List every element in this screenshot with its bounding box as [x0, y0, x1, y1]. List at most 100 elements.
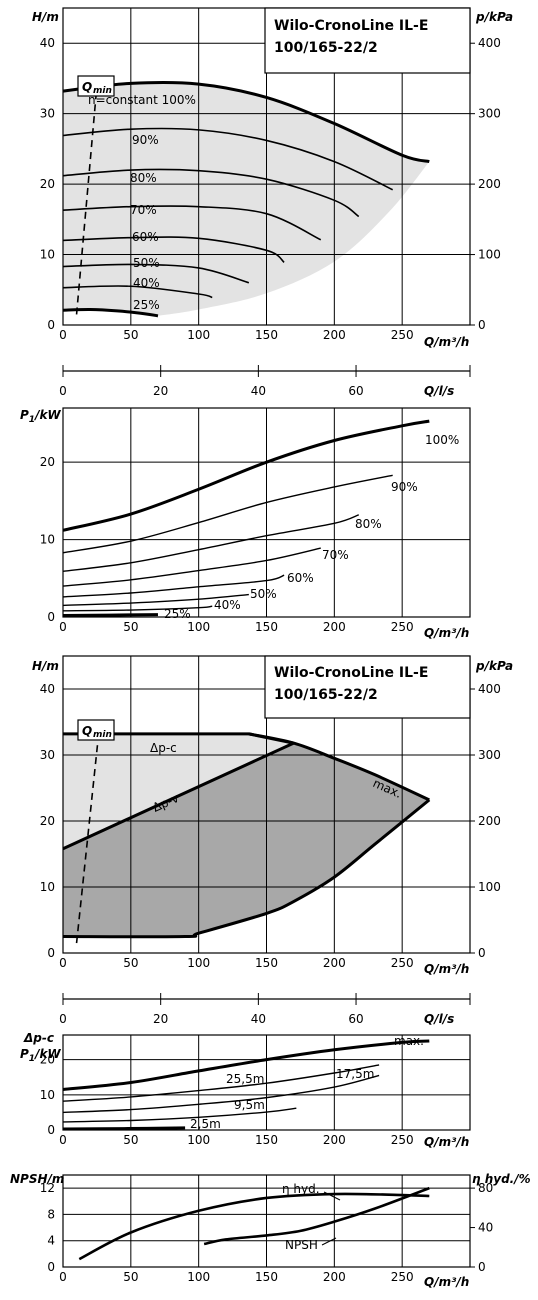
eta-leader	[323, 1191, 341, 1201]
speed-curve-label: 25%	[133, 298, 160, 312]
power-curve-40	[62, 605, 213, 612]
y-tick-label: 20	[40, 1053, 55, 1067]
x-tick-label: 50	[123, 328, 138, 342]
x-tick-label: 100	[187, 1270, 210, 1284]
power-curve-60	[62, 574, 285, 598]
npsh-tick-labels: 0 50 100 150 200 250 0 4 8 12 0 40 80	[40, 1181, 494, 1284]
control-modes-title-line2: 100/165-22/2	[274, 687, 378, 703]
power-control-curves: max. 25,5m 17,5m 9,5m 2,5m	[62, 1034, 430, 1131]
x-tick-label: 0	[59, 328, 67, 342]
y-tick-label: 10	[40, 1088, 55, 1102]
control-modes-regions	[63, 733, 430, 937]
power-control-curve-label: 9,5m	[234, 1098, 265, 1112]
y-right-tick-label: 400	[478, 36, 501, 50]
y-right-tick-label: 0	[478, 946, 486, 960]
power-control-x-axis-label: Q/m³/h	[424, 1135, 469, 1149]
y-right-tick-label: 0	[478, 1260, 486, 1274]
ls-tick-label: 0	[59, 1012, 67, 1026]
speed-curve-25	[62, 307, 159, 318]
hq-title-line1: Wilo-CronoLine IL-E	[274, 18, 428, 34]
x-tick-label: 0	[59, 956, 67, 970]
power-control-curve-label: max.	[394, 1034, 424, 1048]
x-tick-label: 200	[323, 328, 346, 342]
hq-variable-speed-panel: n=constant 100% 90% 80% 70% 60% 50% 40% 25% 0 50…	[32, 7, 513, 349]
speed-curve-label: n=constant 100%	[88, 93, 196, 107]
y-tick-label: 20	[40, 455, 55, 469]
x-tick-label: 100	[187, 328, 210, 342]
speed-curve-50	[62, 263, 250, 284]
y-tick-label: 30	[40, 107, 55, 121]
y-right-tick-label: 300	[478, 107, 501, 121]
ls-tick-label: 60	[348, 1012, 363, 1026]
npsh-leader	[321, 1237, 337, 1246]
control-modes-y-axis-label: H/m	[32, 659, 59, 673]
control-modes-y-right-axis-label: p/kPa	[475, 659, 513, 673]
y-tick-label: 10	[40, 880, 55, 894]
y-right-tick-label: 400	[478, 682, 501, 696]
x-tick-label: 150	[255, 1133, 278, 1147]
power-control-tick-labels: 0 50 100 150 200 250 0 10 20	[40, 1053, 414, 1147]
y-tick-label: 12	[40, 1181, 55, 1195]
power-curve-label: 25%	[164, 607, 191, 621]
y-right-tick-label: 80	[478, 1181, 493, 1195]
ls-tick-label: 20	[153, 384, 168, 398]
power-curve-label: 80%	[355, 517, 382, 531]
x-tick-label: 0	[59, 1270, 67, 1284]
power-grid	[62, 407, 471, 618]
x-tick-label: 0	[59, 620, 67, 634]
x-tick-label: 200	[323, 1133, 346, 1147]
power-control-y-axis-top-label: Δp-c	[23, 1031, 54, 1045]
qmin-box: Q min	[77, 75, 115, 97]
hq-x-axis-label: Q/m³/h	[424, 335, 469, 349]
power-control-curve-label: 2,5m	[190, 1117, 221, 1131]
y-right-tick-label: 100	[478, 248, 501, 262]
speed-curve-70	[62, 205, 322, 241]
y-tick-label: 0	[47, 1260, 55, 1274]
dp-v-region	[63, 743, 430, 937]
ls-tick-label: 60	[348, 384, 363, 398]
control-modes-x-axis-label: Q/m³/h	[424, 962, 469, 976]
operating-range-area	[63, 82, 430, 316]
x-tick-label: 100	[187, 620, 210, 634]
x-tick-label: 250	[391, 328, 414, 342]
y-right-tick-label: 0	[478, 318, 486, 332]
svg-text:Q: Q	[82, 80, 92, 94]
power-curve-label: 90%	[391, 480, 418, 494]
y-tick-label: 40	[40, 36, 55, 50]
svg-text:Q: Q	[82, 724, 92, 738]
y-right-tick-label: 40	[478, 1221, 493, 1235]
x-tick-label: 250	[391, 620, 414, 634]
q-litres-per-second-axis-2: 0 20 40 60 Q/l/s	[59, 993, 471, 1026]
max-curve	[248, 732, 430, 802]
y-tick-label: 10	[40, 248, 55, 262]
y-tick-label: 0	[47, 610, 55, 624]
x-tick-label: 150	[255, 1270, 278, 1284]
power-variable-speed-panel: 100%90%80%70%60%50%40%25% 0 50 100 150 200 25…	[20, 407, 471, 640]
power-control-curve-175m	[62, 1074, 380, 1114]
npsh-y-axis-label: NPSH/m	[10, 1172, 64, 1186]
power-curve-label: 60%	[287, 571, 314, 585]
speed-curve-label: 90%	[132, 133, 159, 147]
power-curve-50	[62, 593, 249, 607]
speed-curve-label: 80%	[130, 171, 157, 185]
ls-axis-label: Q/l/s	[424, 384, 454, 398]
power-control-curve-label: 17,5m	[336, 1067, 374, 1081]
x-tick-label: 0	[59, 1133, 67, 1147]
power-curve-90	[62, 474, 393, 554]
svg-text:min: min	[93, 730, 112, 740]
hq-operating-range-fill	[63, 82, 430, 316]
svg-text:min: min	[93, 86, 112, 96]
power-control-curve-25m	[62, 1126, 186, 1131]
power-control-modes-panel: max. 25,5m 17,5m 9,5m 2,5m 0 50 100 150 200 250 0 1…	[20, 1031, 471, 1149]
power-curve-25	[62, 613, 158, 617]
x-tick-label: 200	[323, 620, 346, 634]
npsh-efficiency-panel: η hyd. NPSH 0 50 100 150 200 250 0 4 8 12 0 40 80 NPS…	[10, 1172, 531, 1289]
speed-curve-90	[62, 127, 394, 191]
ls-tick-label: 40	[251, 1012, 266, 1026]
speed-curve-60	[62, 236, 285, 263]
x-tick-label: 100	[187, 956, 210, 970]
power-curve-80	[62, 514, 359, 573]
dp-c-region	[63, 733, 294, 849]
